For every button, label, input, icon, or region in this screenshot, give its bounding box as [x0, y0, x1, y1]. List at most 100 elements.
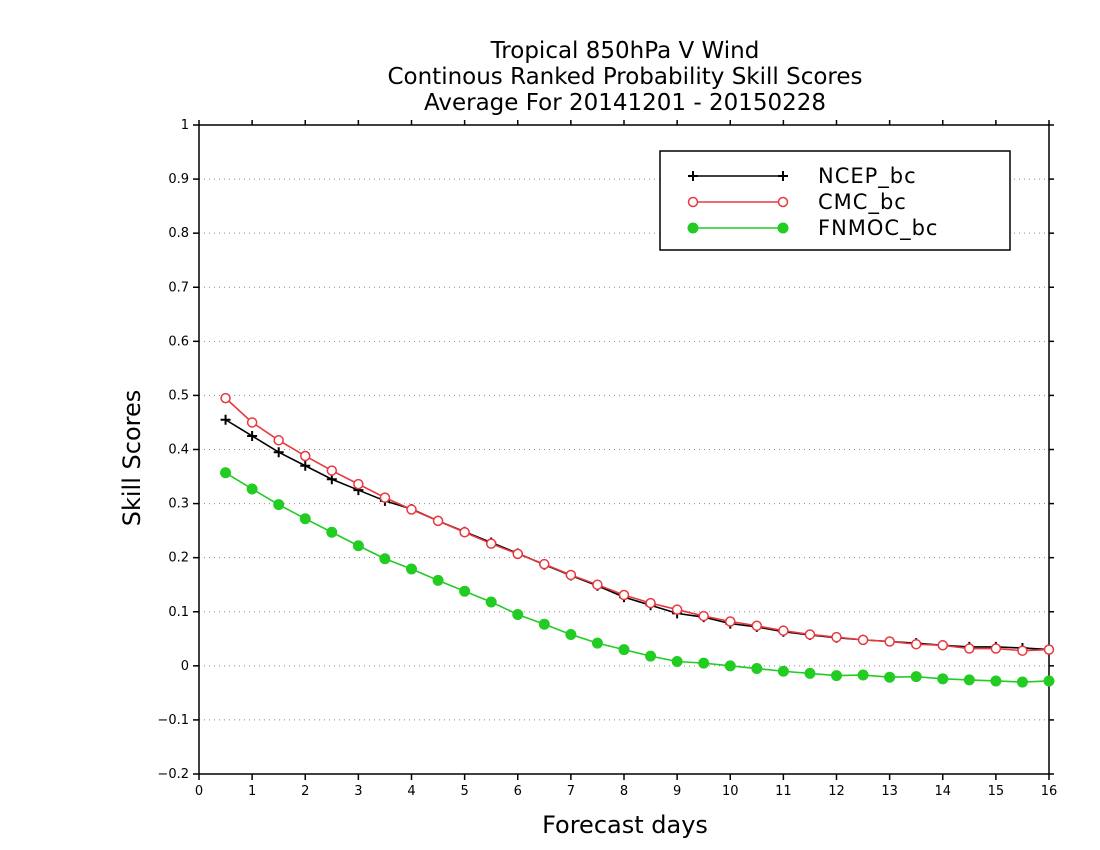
- plot-frame: [198, 124, 1050, 775]
- x-tick-label: 1: [248, 784, 256, 799]
- series-ncep-bc: [220, 414, 1054, 655]
- x-tick-label: 5: [460, 784, 468, 799]
- data-point: [592, 579, 603, 590]
- data-point: [751, 663, 763, 675]
- data-point: [379, 553, 391, 565]
- legend-box: [659, 150, 1011, 251]
- data-point: [539, 558, 550, 570]
- data-point: [778, 625, 789, 636]
- x-axis-title: Forecast days: [542, 811, 708, 839]
- data-point: [485, 538, 497, 549]
- data-point: [698, 610, 709, 622]
- y-tick-label: −0.2: [157, 767, 189, 782]
- data-point: [565, 569, 577, 581]
- data-point: [831, 631, 842, 643]
- data-point: [688, 171, 698, 181]
- y-tick-label: 0.9: [168, 172, 189, 187]
- y-tick-label: 0.4: [168, 443, 189, 458]
- data-point: [831, 670, 842, 682]
- data-point: [352, 540, 364, 552]
- data-point: [777, 196, 789, 208]
- title-line-2: Continous Ranked Probability Skill Score…: [387, 64, 862, 90]
- data-point: [1043, 644, 1055, 655]
- legend-item: NCEP_bc: [688, 164, 917, 189]
- series-fnmoc-bc: [220, 467, 1055, 688]
- data-point: [698, 657, 710, 669]
- grid: [199, 178, 1049, 721]
- data-point: [937, 673, 949, 685]
- data-point: [990, 675, 1002, 687]
- data-point: [857, 634, 869, 646]
- x-tick-label: 12: [828, 784, 845, 799]
- data-point: [1043, 675, 1055, 687]
- plot-area: [220, 392, 1055, 688]
- data-point: [725, 616, 736, 627]
- data-point: [884, 636, 895, 647]
- data-point: [724, 660, 736, 672]
- data-point: [247, 430, 258, 441]
- data-point: [751, 620, 763, 632]
- data-point: [220, 414, 231, 425]
- chart-title: Tropical 850hPa V Wind Continous Ranked …: [387, 38, 862, 116]
- y-tick-label: −0.1: [157, 713, 189, 728]
- data-point: [246, 417, 258, 428]
- data-point: [671, 656, 683, 668]
- y-tick-label: 0.2: [168, 551, 189, 566]
- data-point: [1016, 676, 1028, 688]
- data-point: [645, 597, 656, 609]
- data-point: [326, 465, 338, 476]
- data-point: [273, 499, 285, 511]
- y-tick-label: 0.5: [168, 388, 189, 403]
- series-cmc-bc: [220, 392, 1055, 656]
- data-point: [884, 671, 896, 683]
- series-line: [225, 472, 1050, 683]
- x-tick-label: 0: [195, 784, 203, 799]
- data-point: [300, 460, 311, 471]
- data-point: [406, 504, 417, 515]
- legend-item: FNMOC_bc: [687, 216, 938, 241]
- y-axis-title: Skill Scores: [118, 390, 146, 527]
- legend-label: FNMOC_bc: [818, 216, 938, 241]
- legend-item: CMC_bc: [687, 190, 907, 215]
- data-point: [273, 447, 284, 458]
- data-point: [687, 222, 699, 234]
- axes: −0.2−0.100.10.20.30.40.50.60.70.80.910 1 2…: [157, 118, 1057, 799]
- data-point: [220, 392, 231, 404]
- x-tick-label: 11: [775, 784, 792, 799]
- data-point: [910, 638, 922, 650]
- x-tick-label: 10: [722, 784, 739, 799]
- x-tick-label: 7: [567, 784, 575, 799]
- data-point: [804, 629, 816, 640]
- data-point: [964, 643, 975, 654]
- data-point: [246, 483, 258, 495]
- legend-label: CMC_bc: [818, 190, 907, 215]
- x-tick-label: 16: [1041, 784, 1058, 799]
- x-tick-label: 14: [934, 784, 951, 799]
- data-point: [299, 513, 311, 525]
- x-tick-label: 9: [673, 784, 681, 799]
- data-point: [937, 640, 948, 651]
- data-point: [963, 674, 975, 686]
- data-point: [687, 196, 699, 208]
- title-line-1: Tropical 850hPa V Wind: [490, 38, 760, 64]
- x-tick-label: 6: [514, 784, 522, 799]
- data-point: [565, 628, 577, 640]
- data-point: [326, 526, 338, 538]
- data-point: [273, 435, 284, 446]
- data-point: [485, 596, 497, 608]
- data-point: [990, 643, 1002, 654]
- data-point: [432, 574, 444, 586]
- y-tick-label: 0.8: [168, 226, 189, 241]
- title-line-3: Average For 20141201 - 20150228: [424, 90, 826, 116]
- legend-label: NCEP_bc: [818, 164, 917, 189]
- y-tick-label: 0.3: [168, 497, 189, 512]
- data-point: [538, 618, 550, 630]
- data-point: [1017, 645, 1028, 656]
- data-point: [618, 589, 630, 601]
- data-point: [300, 450, 311, 462]
- data-point: [459, 585, 471, 597]
- data-point: [512, 608, 524, 620]
- data-point: [591, 637, 603, 649]
